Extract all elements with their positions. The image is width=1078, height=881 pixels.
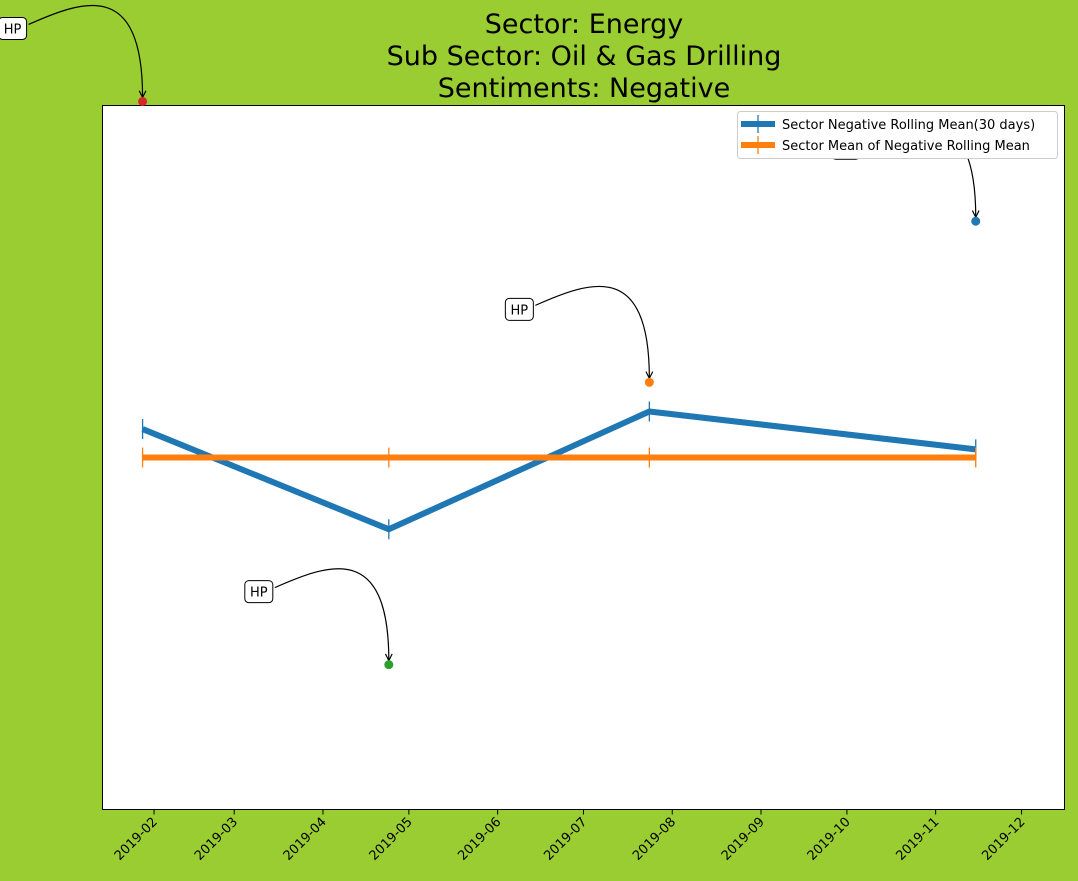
annotation-point	[384, 660, 394, 670]
x-tick-label: 2019-08	[630, 815, 679, 864]
x-tick-label: 2019-02	[112, 815, 161, 864]
annotation-arrow	[274, 568, 389, 661]
legend-frame	[737, 111, 1058, 159]
x-tick-label: 2019-03	[192, 815, 241, 864]
annotation-label: HP	[4, 22, 22, 37]
x-axis: 2019-02 2019-03 2019-04 2019-05 2019-06 2019-…	[112, 809, 1028, 864]
x-tick-label: 2019-05	[367, 815, 416, 864]
chart-title-line-1: Sector: Energy	[485, 9, 684, 40]
x-tick-label: 2019-11	[893, 815, 942, 864]
annotation-box	[0, 16, 28, 40]
legend-label: Sector Negative Rolling Mean(30 days)	[782, 118, 1035, 133]
annotation-point	[644, 377, 654, 387]
annotation-arrow	[28, 5, 143, 97]
annotation-point	[138, 96, 148, 106]
annotation-point	[971, 216, 981, 226]
legend-label: Sector Mean of Negative Rolling Mean	[782, 139, 1030, 154]
legend: Sector Negative Rolling Mean(30 days) Sec…	[737, 111, 1058, 159]
x-tick-label: 2019-04	[281, 815, 330, 864]
x-tick-label: 2019-07	[541, 815, 590, 864]
x-tick-label: 2019-09	[719, 815, 768, 864]
annotation-arrow	[535, 285, 649, 378]
x-tick-label: 2019-12	[979, 815, 1028, 864]
chart-title-line-3: Sentiments: Negative	[438, 73, 730, 104]
annotation-label: HP	[250, 586, 268, 601]
annotation-label: HP	[511, 303, 529, 318]
x-tick-label: 2019-06	[455, 815, 504, 864]
series-line-0	[141, 408, 977, 533]
annotation-box	[504, 297, 534, 321]
x-tick-label: 2019-10	[805, 815, 854, 864]
series-layer	[141, 401, 977, 540]
annotation-box	[244, 580, 274, 604]
chart-title-line-2: Sub Sector: Oil & Gas Drilling	[387, 41, 782, 72]
